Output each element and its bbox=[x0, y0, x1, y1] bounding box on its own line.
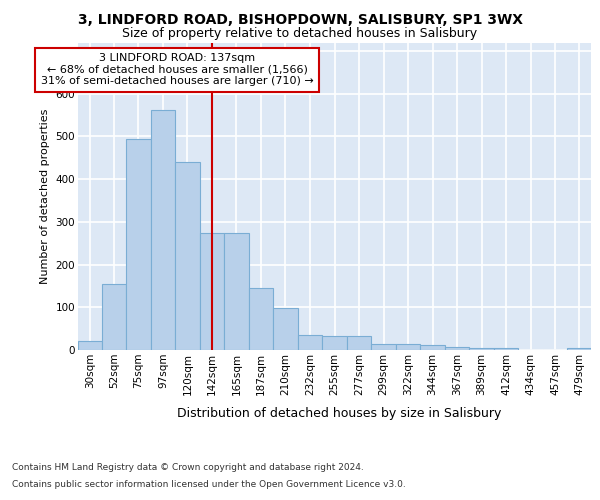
Bar bbox=[298, 335, 322, 350]
Text: 3 LINDFORD ROAD: 137sqm
← 68% of detached houses are smaller (1,566)
31% of semi: 3 LINDFORD ROAD: 137sqm ← 68% of detache… bbox=[41, 53, 313, 86]
Text: Contains HM Land Registry data © Crown copyright and database right 2024.: Contains HM Land Registry data © Crown c… bbox=[12, 462, 364, 471]
Bar bbox=[322, 336, 347, 350]
Bar bbox=[494, 348, 518, 350]
Bar bbox=[200, 234, 224, 350]
Bar bbox=[371, 344, 396, 350]
Bar bbox=[273, 308, 298, 350]
Bar bbox=[420, 345, 445, 350]
Text: Size of property relative to detached houses in Salisbury: Size of property relative to detached ho… bbox=[122, 28, 478, 40]
Bar bbox=[445, 346, 469, 350]
Bar bbox=[396, 344, 420, 350]
Bar bbox=[249, 288, 273, 350]
Bar bbox=[175, 162, 200, 350]
Bar bbox=[224, 234, 249, 350]
Text: Contains public sector information licensed under the Open Government Licence v3: Contains public sector information licen… bbox=[12, 480, 406, 489]
Bar bbox=[78, 340, 102, 350]
Bar bbox=[347, 336, 371, 350]
Bar bbox=[102, 284, 126, 350]
Bar bbox=[567, 348, 591, 350]
Y-axis label: Number of detached properties: Number of detached properties bbox=[40, 108, 50, 284]
Text: 3, LINDFORD ROAD, BISHOPDOWN, SALISBURY, SP1 3WX: 3, LINDFORD ROAD, BISHOPDOWN, SALISBURY,… bbox=[77, 12, 523, 26]
Text: Distribution of detached houses by size in Salisbury: Distribution of detached houses by size … bbox=[177, 408, 501, 420]
Bar bbox=[469, 348, 494, 350]
Bar bbox=[126, 140, 151, 350]
Bar bbox=[151, 110, 175, 350]
